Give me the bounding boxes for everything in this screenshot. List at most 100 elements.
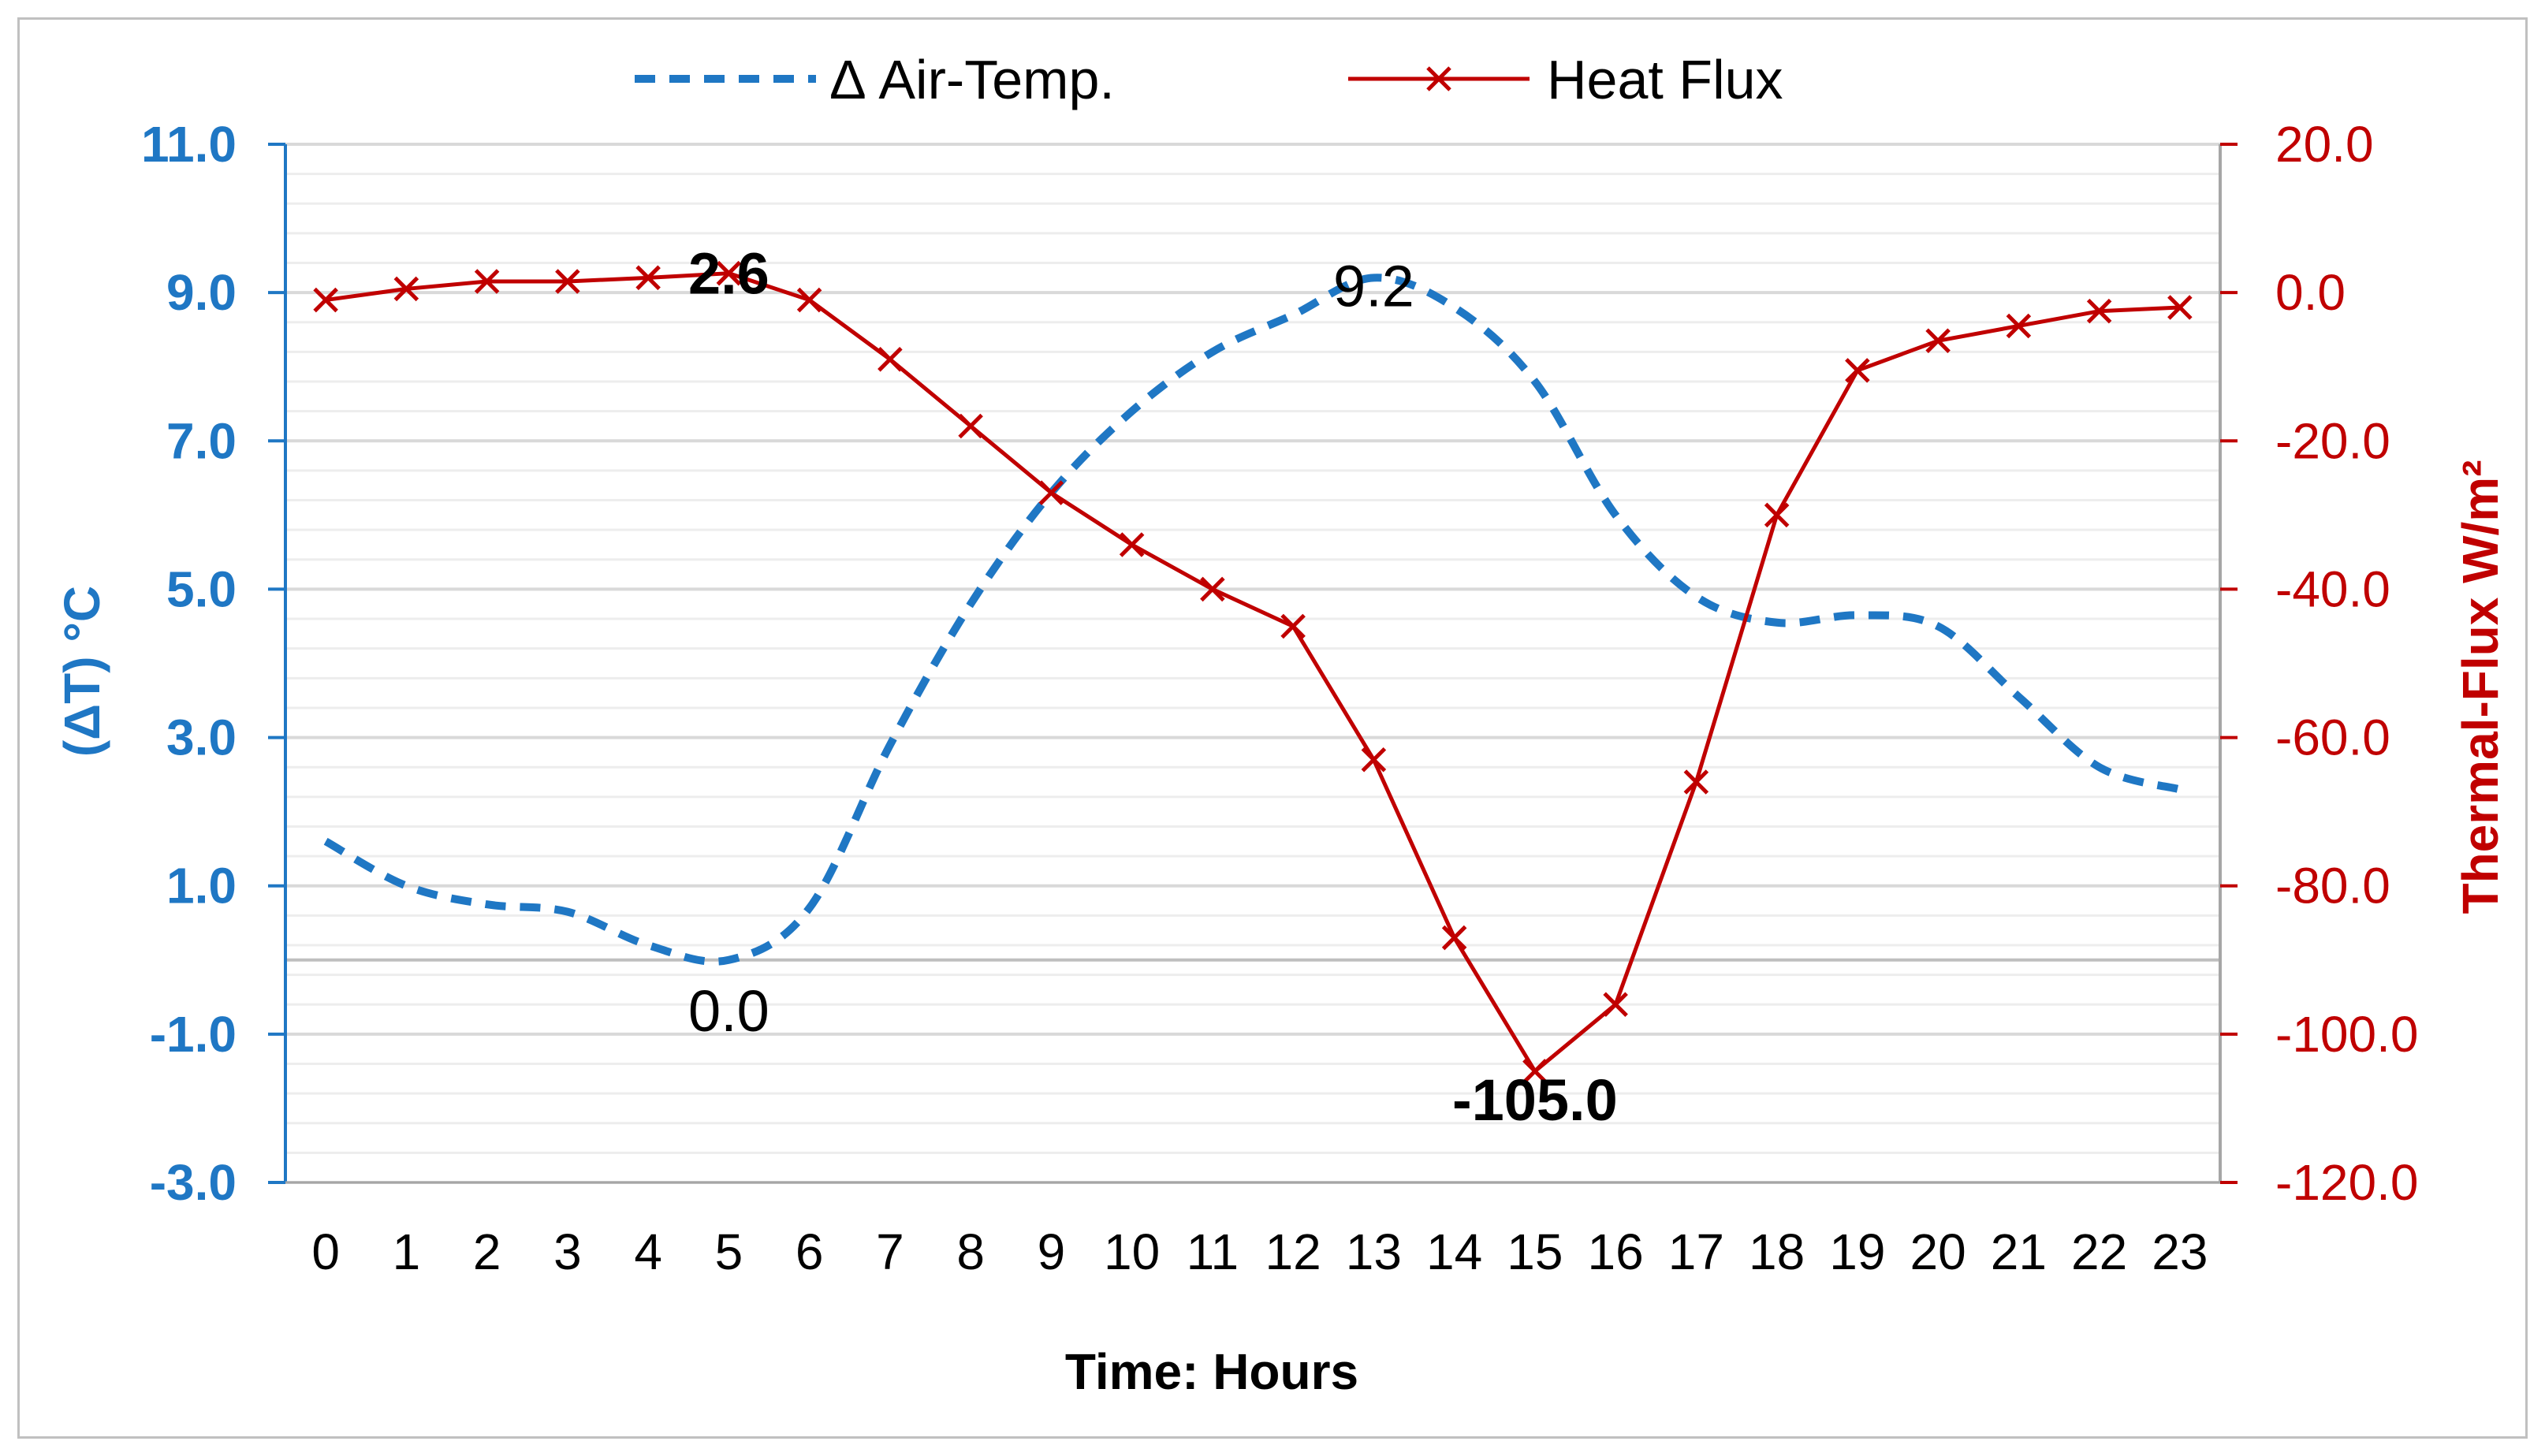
heat-flux-marker <box>393 276 419 302</box>
axes <box>268 143 2238 1184</box>
x-tick-label: 22 <box>2071 1223 2127 1280</box>
x-tick-label: 16 <box>1588 1223 1644 1280</box>
data-label: 0.0 <box>688 978 769 1044</box>
left-tick-label: 3.0 <box>166 709 237 766</box>
x-axis-title: Time: Hours <box>1065 1343 1358 1400</box>
marker-stroke <box>474 269 500 294</box>
heat-flux-marker <box>1200 576 1225 602</box>
right-tick-label: -20.0 <box>2275 412 2390 469</box>
heat-flux-marker <box>958 413 983 439</box>
marker-stroke <box>1280 613 1306 639</box>
marker-stroke <box>1038 480 1064 505</box>
x-tick-label: 10 <box>1104 1223 1160 1280</box>
marker-stroke <box>1200 576 1225 602</box>
left-tick-label: 11.0 <box>141 116 237 173</box>
x-tick-label: 11 <box>1187 1223 1239 1280</box>
right-tick-label: 20.0 <box>2275 116 2374 173</box>
marker-stroke <box>635 265 661 291</box>
x-tick-label: 12 <box>1265 1223 1321 1280</box>
x-tick-label: 18 <box>1749 1223 1805 1280</box>
marker-stroke <box>1603 992 1628 1017</box>
heat-flux-marker <box>1603 992 1628 1017</box>
right-tick-label: -100.0 <box>2275 1006 2418 1063</box>
marker-stroke <box>1522 1059 1548 1084</box>
marker-stroke <box>2086 298 2112 324</box>
heat-flux-marker <box>2167 295 2193 320</box>
right-tick-label: -40.0 <box>2275 560 2390 617</box>
gridlines <box>285 143 2220 1184</box>
tick-labels: 11.0 9.0 7.0 5.0 3.0 1.0 -1.0 -3.0 20.0 0.0 -20.0 -… <box>141 116 2419 1280</box>
marker-stroke <box>1426 66 1451 91</box>
marker-stroke <box>716 260 742 286</box>
heat-flux-marker <box>878 347 903 372</box>
data-label: -105.0 <box>1452 1067 1618 1133</box>
data-label: 2.6 <box>688 241 769 307</box>
legend-marker-heat-flux <box>1426 66 1451 91</box>
x-tick-label: 20 <box>1910 1223 1966 1280</box>
x-tick-label: 8 <box>956 1223 985 1280</box>
left-tick-label: -1.0 <box>150 1006 237 1063</box>
heat-flux-marker <box>313 287 338 313</box>
marker-stroke <box>1683 769 1709 795</box>
x-tick-label: 4 <box>634 1223 662 1280</box>
x-tick-label: 23 <box>2152 1223 2208 1280</box>
heat-flux-marker <box>1441 925 1467 951</box>
heat-flux-marker <box>1119 532 1145 557</box>
x-tick-label: 7 <box>876 1223 904 1280</box>
marker-stroke <box>393 276 419 302</box>
marker-stroke <box>1925 328 1951 354</box>
x-tick-label: 13 <box>1346 1223 1402 1280</box>
right-tick-label: -60.0 <box>2275 709 2390 766</box>
heat-flux-marker <box>1361 747 1387 773</box>
left-tick-label: -3.0 <box>150 1154 237 1211</box>
legend: Δ Air-Temp. Heat Flux <box>635 49 1783 110</box>
heat-flux-marker <box>1280 613 1306 639</box>
right-tick-label: -80.0 <box>2275 858 2390 914</box>
x-tick-label: 6 <box>796 1223 824 1280</box>
heat-flux-marker <box>555 269 580 294</box>
left-tick-label: 1.0 <box>166 858 237 914</box>
heat-flux-marker <box>1038 480 1064 505</box>
heat-flux-marker <box>1683 769 1709 795</box>
left-tick-label: 5.0 <box>166 560 237 617</box>
heat-flux-marker <box>2006 313 2032 339</box>
marker-stroke <box>2006 313 2032 339</box>
marker-stroke <box>1764 502 1790 528</box>
marker-stroke <box>555 269 580 294</box>
marker-stroke <box>313 287 338 313</box>
x-tick-label: 0 <box>311 1223 340 1280</box>
left-tick-label: 9.0 <box>166 264 237 321</box>
heat-flux-marker <box>1925 328 1951 354</box>
heat-flux-marker <box>2086 298 2112 324</box>
air-temp-line <box>323 274 2182 966</box>
x-tick-label: 1 <box>393 1223 421 1280</box>
heat-flux-marker <box>1845 358 1870 383</box>
x-tick-label: 17 <box>1668 1223 1724 1280</box>
left-tick-label: 7.0 <box>166 412 237 469</box>
data-label: 9.2 <box>1333 253 1414 318</box>
heat-flux-marker <box>474 269 500 294</box>
x-tick-label: 2 <box>473 1223 501 1280</box>
x-tick-label: 21 <box>1991 1223 2047 1280</box>
heat-flux-line <box>325 271 2180 1074</box>
marker-stroke <box>1845 358 1870 383</box>
marker-stroke <box>1441 925 1467 951</box>
right-tick-label: -120.0 <box>2275 1154 2418 1211</box>
left-axis-title: (ΔT) °C <box>54 586 110 757</box>
series <box>313 260 2193 1084</box>
right-axis-title: Thermal-Flux W/m² <box>2452 460 2509 914</box>
legend-label-heat-flux: Heat Flux <box>1547 49 1783 110</box>
x-tick-label: 5 <box>715 1223 743 1280</box>
chart-frame <box>17 17 2528 1439</box>
data-labels: 0.0 9.2 2.6 -105.0 <box>688 241 1618 1133</box>
marker-stroke <box>1119 532 1145 557</box>
marker-stroke <box>796 287 822 313</box>
x-tick-label: 19 <box>1829 1223 1885 1280</box>
x-tick-label: 14 <box>1426 1223 1482 1280</box>
heat-flux-marker <box>716 260 742 286</box>
marker-stroke <box>2167 295 2193 320</box>
x-tick-label: 15 <box>1507 1223 1563 1280</box>
x-tick-label: 3 <box>553 1223 582 1280</box>
heat-flux-marker <box>1522 1059 1548 1084</box>
